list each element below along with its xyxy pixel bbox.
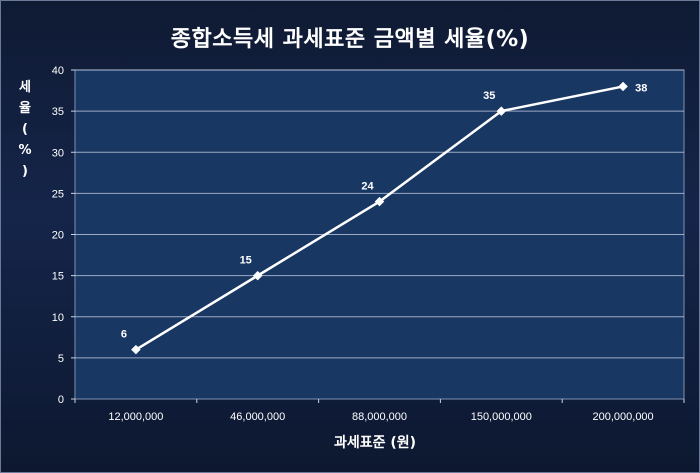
y-tick-label: 25: [52, 188, 64, 200]
y-axis-label-char: 율: [19, 101, 31, 116]
data-label: 35: [483, 90, 495, 102]
x-tick-label: 46,000,000: [230, 411, 285, 423]
data-point: [131, 344, 141, 355]
y-axis-label-char: %: [18, 143, 32, 158]
data-point: [252, 270, 263, 281]
y-axis-label-char: 세: [19, 80, 31, 95]
x-tick-label: 150,000,000: [471, 411, 532, 423]
y-tick-label: 10: [52, 312, 64, 324]
y-tick-label: 0: [58, 394, 64, 406]
x-tick-label: 12,000,000: [108, 411, 163, 423]
y-tick-label: 15: [52, 271, 64, 283]
x-tick-label: 200,000,000: [593, 411, 654, 423]
y-axis-label: 세 율 (%): [15, 77, 35, 182]
data-point: [374, 196, 385, 207]
y-tick-label: 30: [52, 147, 64, 159]
y-tick-label: 20: [52, 230, 64, 242]
x-tick-label: 88,000,000: [352, 411, 407, 423]
data-label: 15: [240, 255, 252, 267]
y-tick-label: 5: [58, 353, 64, 365]
y-axis-label-char: ): [22, 164, 28, 179]
y-tick-label: 35: [52, 106, 64, 118]
x-axis-label: 과세표준 (원): [333, 435, 417, 451]
y-tick-label: 40: [52, 65, 64, 77]
y-axis-label-char: (: [22, 122, 28, 137]
data-label: 6: [121, 329, 127, 341]
data-point: [496, 106, 507, 116]
data-label: 24: [361, 181, 374, 193]
data-label: 38: [635, 82, 647, 94]
data-point: [618, 81, 628, 92]
chart-title: 종합소득세 과세표준 금액별 세율(%): [170, 27, 530, 52]
